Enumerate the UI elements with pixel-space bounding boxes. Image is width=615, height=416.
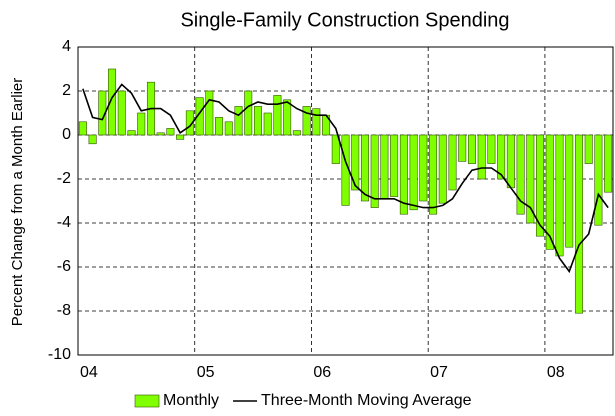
bar <box>584 134 593 164</box>
bar <box>526 134 535 224</box>
y-tick-label: 4 <box>62 38 71 55</box>
bar <box>108 68 117 136</box>
chart-title: Single-Family Construction Spending <box>180 9 509 31</box>
bar <box>477 134 486 180</box>
x-tick-label: 08 <box>547 364 565 381</box>
y-tick-label: -2 <box>57 170 71 187</box>
y-tick-label: -4 <box>57 214 71 231</box>
bar <box>370 134 379 208</box>
bar <box>234 106 243 136</box>
bar <box>604 134 613 193</box>
bar <box>497 134 506 180</box>
bar <box>555 134 564 257</box>
bar <box>467 134 476 164</box>
bar <box>429 134 438 215</box>
y-tick-label: -10 <box>48 346 71 363</box>
bar <box>185 110 194 136</box>
bar <box>273 95 282 136</box>
bar <box>312 108 321 136</box>
bar <box>117 90 126 136</box>
bar <box>458 134 467 162</box>
legend-label: Three-Month Moving Average <box>261 392 472 409</box>
bar <box>545 134 554 250</box>
bar <box>390 134 399 197</box>
y-tick-label: 0 <box>62 126 71 143</box>
bar <box>78 121 87 136</box>
bar <box>360 134 369 202</box>
bar <box>224 121 233 136</box>
bar <box>166 128 175 136</box>
bar <box>565 134 574 248</box>
bar <box>253 106 262 136</box>
bar <box>302 106 311 136</box>
y-tick-label: 2 <box>62 82 71 99</box>
bar <box>195 97 204 136</box>
bar <box>331 134 340 164</box>
bar <box>176 134 185 140</box>
x-tick-label: 05 <box>197 364 215 381</box>
y-tick-label: -6 <box>57 258 71 275</box>
bar <box>506 134 515 189</box>
bar <box>292 130 301 136</box>
bar <box>205 90 214 136</box>
bar <box>215 117 224 136</box>
bar <box>380 134 389 200</box>
bar <box>137 112 146 136</box>
bar <box>448 134 457 191</box>
legend-swatch <box>134 394 160 408</box>
bar <box>351 134 360 191</box>
bar <box>419 134 428 202</box>
bar <box>594 134 603 226</box>
bar <box>127 130 136 136</box>
bar <box>283 99 292 136</box>
x-tick-label: 06 <box>313 364 331 381</box>
bar <box>341 134 350 206</box>
bar <box>88 134 97 145</box>
bar <box>487 134 496 164</box>
y-axis-label: Percent Change from a Month Earlier <box>9 78 26 326</box>
bar <box>263 112 272 136</box>
plot-border <box>77 46 614 356</box>
x-tick-label: 04 <box>80 364 98 381</box>
bar <box>516 134 525 215</box>
legend-label: Monthly <box>163 392 219 409</box>
bar <box>399 134 408 215</box>
bar <box>574 134 583 314</box>
bar <box>244 90 253 136</box>
bar <box>409 134 418 211</box>
bar <box>536 134 545 237</box>
y-tick-label: -8 <box>57 302 71 319</box>
line <box>82 83 609 274</box>
bar <box>156 132 165 136</box>
bar <box>438 134 447 204</box>
x-tick-label: 07 <box>430 364 448 381</box>
